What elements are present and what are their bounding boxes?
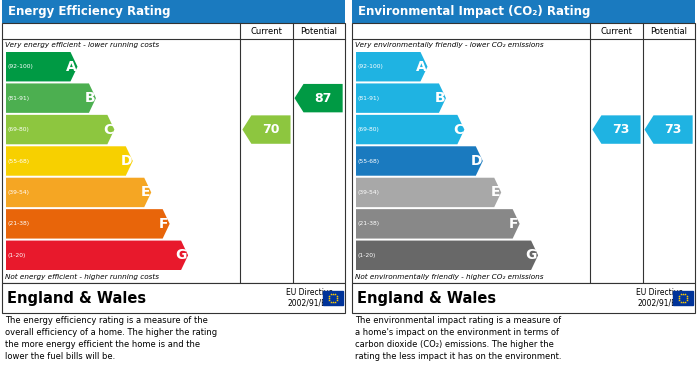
Text: Environmental Impact (CO₂) Rating: Environmental Impact (CO₂) Rating xyxy=(358,5,590,18)
Polygon shape xyxy=(6,52,78,81)
Polygon shape xyxy=(6,178,151,207)
Polygon shape xyxy=(356,83,446,113)
Text: The environmental impact rating is a measure of
a home's impact on the environme: The environmental impact rating is a mea… xyxy=(355,316,561,361)
Polygon shape xyxy=(6,240,188,270)
Text: Potential: Potential xyxy=(300,27,337,36)
Text: A: A xyxy=(66,60,76,74)
Text: E: E xyxy=(491,185,500,199)
Text: Very environmentally friendly - lower CO₂ emissions: Very environmentally friendly - lower CO… xyxy=(355,42,544,48)
Text: (55-68): (55-68) xyxy=(8,158,30,163)
Polygon shape xyxy=(592,115,640,144)
Text: B: B xyxy=(434,91,445,105)
Bar xyxy=(673,291,693,305)
Text: (81-91): (81-91) xyxy=(8,96,30,100)
Text: (55-68): (55-68) xyxy=(358,158,380,163)
Bar xyxy=(352,0,695,23)
Text: Energy Efficiency Rating: Energy Efficiency Rating xyxy=(8,5,171,18)
Polygon shape xyxy=(6,209,169,239)
Text: (92-100): (92-100) xyxy=(8,64,34,69)
Text: England & Wales: England & Wales xyxy=(7,291,146,305)
Text: (69-80): (69-80) xyxy=(358,127,380,132)
Text: 70: 70 xyxy=(262,123,280,136)
Text: Current: Current xyxy=(601,27,632,36)
Text: G: G xyxy=(526,248,537,262)
Polygon shape xyxy=(645,115,693,144)
Text: (39-54): (39-54) xyxy=(358,190,380,195)
Text: G: G xyxy=(176,248,187,262)
Text: D: D xyxy=(470,154,482,168)
Polygon shape xyxy=(356,178,501,207)
Text: B: B xyxy=(84,91,95,105)
Polygon shape xyxy=(356,52,428,81)
Text: (21-38): (21-38) xyxy=(8,221,30,226)
Text: (92-100): (92-100) xyxy=(358,64,384,69)
Polygon shape xyxy=(295,84,343,112)
Text: Current: Current xyxy=(251,27,282,36)
Text: (81-91): (81-91) xyxy=(358,96,380,100)
Text: Not environmentally friendly - higher CO₂ emissions: Not environmentally friendly - higher CO… xyxy=(355,274,543,280)
Bar xyxy=(2,283,345,313)
Text: 73: 73 xyxy=(664,123,682,136)
Text: Potential: Potential xyxy=(650,27,687,36)
Text: C: C xyxy=(453,122,463,136)
Bar xyxy=(352,23,695,283)
Polygon shape xyxy=(356,115,464,144)
Polygon shape xyxy=(6,83,96,113)
Text: D: D xyxy=(120,154,132,168)
Text: (69-80): (69-80) xyxy=(8,127,30,132)
Text: (1-20): (1-20) xyxy=(8,253,27,258)
Text: F: F xyxy=(509,217,519,231)
Polygon shape xyxy=(356,240,538,270)
Bar xyxy=(323,291,343,305)
Polygon shape xyxy=(6,146,133,176)
Polygon shape xyxy=(356,209,519,239)
Polygon shape xyxy=(6,115,114,144)
Text: (39-54): (39-54) xyxy=(8,190,30,195)
Text: The energy efficiency rating is a measure of the
overall efficiency of a home. T: The energy efficiency rating is a measur… xyxy=(5,316,217,361)
Bar xyxy=(2,0,345,23)
Text: Not energy efficient - higher running costs: Not energy efficient - higher running co… xyxy=(5,274,159,280)
Text: E: E xyxy=(141,185,150,199)
Text: F: F xyxy=(159,217,169,231)
Polygon shape xyxy=(356,146,483,176)
Bar xyxy=(2,23,345,283)
Text: 73: 73 xyxy=(612,123,629,136)
Text: EU Directive
2002/91/EC: EU Directive 2002/91/EC xyxy=(286,288,334,308)
Text: England & Wales: England & Wales xyxy=(357,291,496,305)
Text: A: A xyxy=(416,60,426,74)
Bar xyxy=(352,283,695,313)
Text: Very energy efficient - lower running costs: Very energy efficient - lower running co… xyxy=(5,42,159,48)
Polygon shape xyxy=(242,115,290,144)
Text: (1-20): (1-20) xyxy=(358,253,377,258)
Text: (21-38): (21-38) xyxy=(358,221,380,226)
Text: EU Directive
2002/91/EC: EU Directive 2002/91/EC xyxy=(636,288,684,308)
Text: 87: 87 xyxy=(314,91,332,105)
Text: C: C xyxy=(103,122,113,136)
